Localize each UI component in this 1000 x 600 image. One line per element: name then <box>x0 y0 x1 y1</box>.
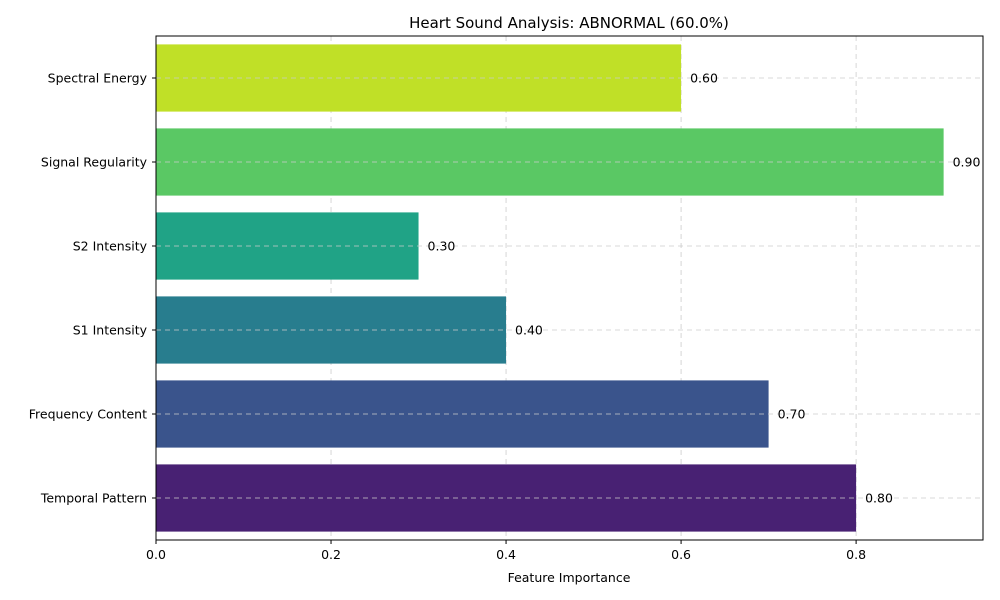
plot-frame <box>155 35 984 541</box>
labels-layer: 0.80 0.70 0.40 0.30 0.90 0.60 <box>156 71 983 506</box>
bar-value-label: 0.40 <box>515 323 543 338</box>
y-tick-label: Signal Regularity <box>41 155 148 170</box>
bar <box>156 464 857 532</box>
y-tick-label: Frequency Content <box>29 407 147 422</box>
y-tick-label: Spectral Energy <box>48 71 148 86</box>
y-tick-label: S2 Intensity <box>73 239 148 254</box>
bar-value-label: 0.30 <box>428 239 456 254</box>
x-tick-label: 0.2 <box>321 547 341 562</box>
bar-value-label: 0.90 <box>953 155 981 170</box>
bar-value-label: 0.80 <box>865 491 893 506</box>
bar-value-label: 0.70 <box>778 407 806 422</box>
x-tick-label: 0.8 <box>846 547 866 562</box>
x-axis-label: Feature Importance <box>508 570 631 585</box>
chart-title: Heart Sound Analysis: ABNORMAL (60.0%) <box>409 14 729 32</box>
x-tick-label: 0.0 <box>146 547 166 562</box>
y-tick-label: Temporal Pattern <box>40 491 147 506</box>
x-tick-label: 0.6 <box>671 547 691 562</box>
x-tick-label: 0.4 <box>496 547 516 562</box>
y-tick-label: S1 Intensity <box>73 323 148 338</box>
axes-layer: Temporal Pattern Frequency Content S1 Inte… <box>29 35 984 562</box>
bar <box>156 128 944 196</box>
bar-value-label: 0.60 <box>690 71 718 86</box>
